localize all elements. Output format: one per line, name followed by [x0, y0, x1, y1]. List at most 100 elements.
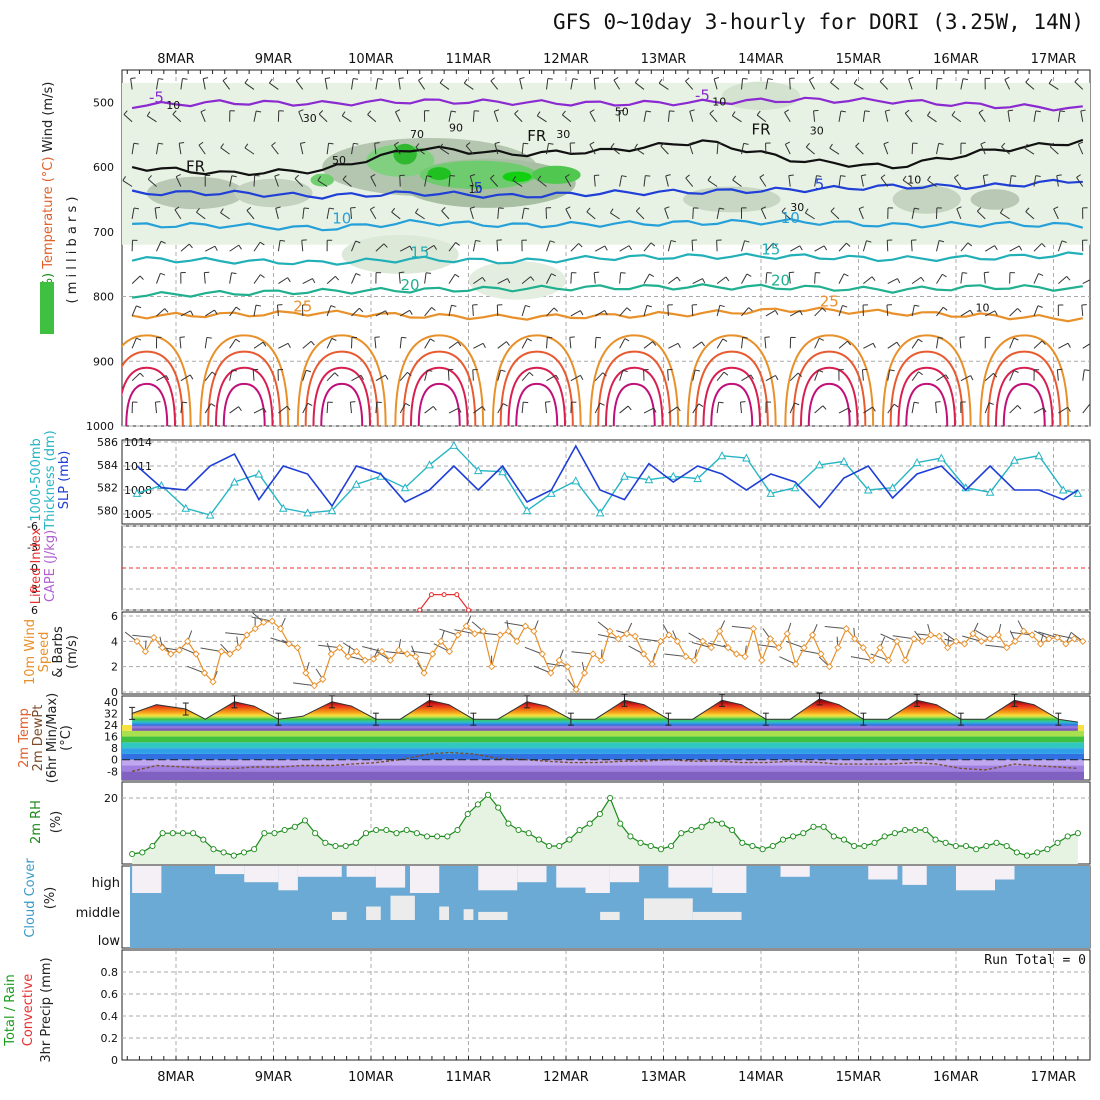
- y-axis-title-part: Speed: [37, 632, 52, 673]
- wind-barb: [823, 245, 828, 251]
- date-label: 15MAR: [836, 52, 882, 67]
- rh-marker: [474, 801, 481, 808]
- wind-barb: [198, 144, 206, 155]
- wind-barb: [824, 625, 847, 630]
- wind-barb: [176, 173, 181, 177]
- y-axis-title-part: Temperature (°C): [41, 157, 56, 273]
- wind-barb: [497, 278, 508, 285]
- surface-lobe: [417, 382, 461, 426]
- wind-barb: [652, 341, 657, 346]
- wind-barb: [954, 174, 959, 179]
- wind-barb: [270, 637, 290, 645]
- li-marker: [441, 592, 447, 598]
- thickness-tick: 586: [97, 436, 118, 449]
- wind-barb: [302, 278, 313, 285]
- wind-barb: [521, 143, 524, 155]
- wind-barb: [155, 206, 161, 209]
- wind-barb: [982, 175, 986, 187]
- wind-barb: [374, 337, 377, 349]
- wind-barb: [628, 245, 633, 251]
- wind-barb: [465, 145, 474, 155]
- rh-marker: [779, 836, 787, 843]
- wind-barb: [814, 272, 816, 284]
- wind-marker: [251, 625, 259, 633]
- wind-barb: [326, 275, 336, 284]
- rh-marker: [912, 826, 919, 834]
- wind-barb: [593, 272, 596, 284]
- wind-barb: [887, 369, 891, 381]
- wind-barb: [546, 337, 548, 349]
- wind-barb: [370, 176, 377, 187]
- wind-barb: [439, 628, 459, 636]
- wind-barb: [984, 245, 995, 252]
- wind-marker: [834, 644, 842, 652]
- wind-barb: [667, 304, 669, 316]
- rh-line: [132, 793, 1079, 857]
- wind-barb: [716, 402, 720, 414]
- wind-barb: [279, 239, 286, 242]
- thickness-tick: 582: [97, 482, 118, 495]
- cloud-high-gap: [668, 866, 713, 888]
- date-label: 15MAR: [836, 1070, 882, 1085]
- y-axis-title: Total / Rain Convective 3hr Precip (mm): [3, 957, 54, 1062]
- wind-barb: [398, 77, 404, 80]
- wind-barb: [1077, 143, 1084, 155]
- wind-barb: [879, 77, 885, 82]
- wind-marker: [276, 625, 285, 633]
- wind-barb: [613, 79, 621, 90]
- wind-barb: [872, 406, 876, 412]
- wind-barb: [271, 142, 276, 146]
- rh-marker: [312, 830, 319, 837]
- wind-barb: [814, 338, 820, 349]
- rh-marker: [830, 833, 837, 840]
- wind-barb: [1082, 404, 1090, 414]
- cloud-mid-gap: [478, 911, 508, 920]
- wind-barb: [504, 622, 526, 627]
- wind-barb: [527, 338, 532, 342]
- wind-barb: [709, 113, 718, 123]
- wind-barb: [244, 78, 249, 84]
- wind-barb: [441, 207, 446, 212]
- wind-barb: [723, 371, 729, 376]
- wind-barb: [293, 682, 315, 687]
- wind-barb: [473, 342, 484, 349]
- wind-barb: [960, 375, 971, 382]
- wind-barb: [716, 143, 719, 155]
- wind-marker: [1011, 637, 1019, 645]
- wind-marker: [876, 644, 884, 652]
- wind-barb: [300, 141, 306, 144]
- wind-marker: [977, 637, 986, 645]
- cape-panel: 6 3 0 -3 -6: [27, 520, 1090, 617]
- wind-marker: [952, 637, 960, 645]
- precip-tick: 0: [111, 1054, 118, 1067]
- rh-marker: [901, 826, 909, 834]
- wind-barb: [546, 662, 568, 668]
- wind-barb: [589, 111, 596, 123]
- rh-marker: [962, 842, 970, 850]
- wind-barb: [983, 174, 989, 177]
- wind-barb: [589, 109, 595, 113]
- rh-marker: [129, 850, 136, 858]
- wind-barb: [969, 309, 974, 315]
- wind-barb: [880, 633, 898, 642]
- wind-marker: [369, 655, 378, 663]
- rh-marker: [851, 842, 858, 850]
- wind-barb: [391, 211, 401, 220]
- wind-marker: [910, 635, 918, 643]
- wind-barb: [179, 142, 185, 144]
- rh-marker: [810, 823, 817, 830]
- wind-barb: [799, 310, 803, 316]
- wind-barb: [375, 78, 379, 90]
- rh-marker: [708, 817, 715, 824]
- wind-barb: [521, 372, 530, 382]
- wind-barb: [447, 369, 450, 381]
- wind-barb: [643, 341, 653, 349]
- surface-lobe: [807, 382, 851, 426]
- wind-barb: [131, 305, 137, 317]
- temp-band: [122, 753, 1084, 760]
- wind-barb: [808, 79, 816, 90]
- wind-marker: [631, 632, 639, 640]
